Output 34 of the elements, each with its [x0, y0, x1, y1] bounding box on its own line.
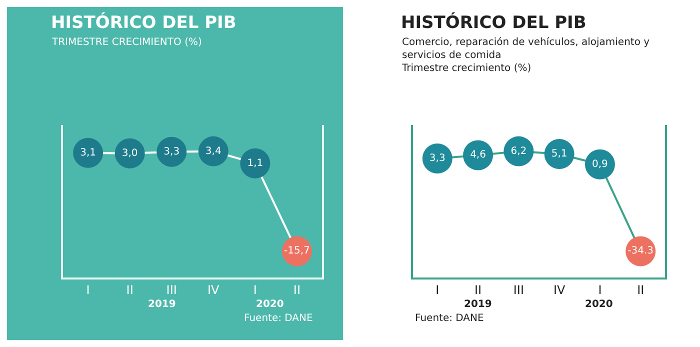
data-label: -34.3 — [628, 246, 654, 257]
source-note: Fuente: DANE — [415, 313, 484, 324]
chart-title: HISTÓRICO DEL PIB — [401, 12, 586, 33]
x-tick-label: IV — [553, 282, 566, 297]
chart-subtitle: TRIMESTRE CRECIMIENTO (%) — [51, 37, 202, 48]
data-label: 3,3 — [164, 146, 180, 158]
x-tick-label: I — [598, 282, 602, 297]
data-label: 3,1 — [80, 147, 96, 158]
data-label: 0,9 — [592, 158, 608, 170]
x-tick-label: I — [253, 282, 257, 297]
data-label: 6,2 — [510, 146, 527, 157]
chart-subtitle: Comercio, reparación de vehículos, alojamiento y servicios de comida Trimestre crecimiento (%) — [401, 37, 650, 74]
data-label: 1,1 — [247, 158, 264, 169]
data-label: 3,0 — [122, 148, 138, 159]
text: 2019 — [148, 299, 176, 310]
x-tick-label: II — [637, 282, 644, 297]
data-label: 5,1 — [551, 148, 568, 160]
data-label: 4,6 — [470, 150, 486, 161]
x-tick-label: III — [166, 282, 177, 297]
data-label: -15,7 — [284, 246, 310, 257]
text: 2019 — [464, 299, 492, 310]
x-tick-label: I — [436, 282, 440, 297]
x-tick-label: III — [513, 282, 524, 297]
x-tick-label: I — [86, 282, 90, 297]
x-tick-label: II — [293, 282, 300, 297]
chart-title: HISTÓRICO DEL PIB — [51, 12, 236, 33]
x-tick-label: IV — [208, 282, 220, 297]
x-tick-label: II — [474, 282, 482, 297]
text: 2020 — [256, 299, 284, 310]
data-label: 3,3 — [429, 152, 446, 164]
data-label: 3,4 — [205, 146, 222, 157]
x-tick-label: II — [126, 282, 134, 297]
text: 2020 — [585, 299, 613, 310]
source-note: Fuente: DANE — [244, 313, 313, 324]
